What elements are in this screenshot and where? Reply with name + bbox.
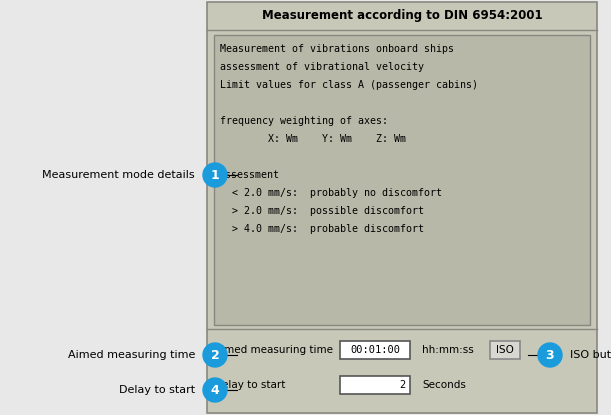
Text: Seconds: Seconds — [422, 380, 466, 390]
Text: Assessment: Assessment — [220, 170, 280, 180]
Circle shape — [538, 343, 562, 367]
Text: ISO button: ISO button — [570, 350, 611, 360]
FancyBboxPatch shape — [340, 341, 410, 359]
Text: > 4.0 mm/s:  probable discomfort: > 4.0 mm/s: probable discomfort — [220, 224, 424, 234]
Text: 1: 1 — [211, 168, 219, 181]
Text: frequency weighting of axes:: frequency weighting of axes: — [220, 116, 388, 126]
Text: < 2.0 mm/s:  probably no discomfort: < 2.0 mm/s: probably no discomfort — [220, 188, 442, 198]
Text: 2: 2 — [400, 380, 406, 390]
Circle shape — [203, 378, 227, 402]
Text: Aimed measuring time: Aimed measuring time — [68, 350, 195, 360]
Text: 4: 4 — [211, 383, 219, 396]
Text: 2: 2 — [211, 349, 219, 361]
Text: 3: 3 — [546, 349, 554, 361]
Text: Aimed measuring time: Aimed measuring time — [214, 345, 333, 355]
Text: Measurement mode details: Measurement mode details — [42, 170, 195, 180]
Text: assessment of vibrational velocity: assessment of vibrational velocity — [220, 62, 424, 72]
Text: hh:mm:ss: hh:mm:ss — [422, 345, 474, 355]
FancyBboxPatch shape — [490, 341, 520, 359]
Text: 00:01:00: 00:01:00 — [350, 345, 400, 355]
FancyBboxPatch shape — [340, 376, 410, 394]
Text: Measurement of vibrations onboard ships: Measurement of vibrations onboard ships — [220, 44, 454, 54]
Circle shape — [203, 163, 227, 187]
Text: Delay to start: Delay to start — [119, 385, 195, 395]
Text: Limit values for class A (passenger cabins): Limit values for class A (passenger cabi… — [220, 80, 478, 90]
Text: > 2.0 mm/s:  possible discomfort: > 2.0 mm/s: possible discomfort — [220, 206, 424, 216]
Text: Delay to start: Delay to start — [214, 380, 285, 390]
Circle shape — [203, 343, 227, 367]
Text: X: Wm    Y: Wm    Z: Wm: X: Wm Y: Wm Z: Wm — [220, 134, 406, 144]
FancyBboxPatch shape — [214, 35, 590, 325]
FancyBboxPatch shape — [207, 2, 597, 413]
Text: Measurement according to DIN 6954:2001: Measurement according to DIN 6954:2001 — [262, 10, 543, 22]
Text: ISO: ISO — [496, 345, 514, 355]
